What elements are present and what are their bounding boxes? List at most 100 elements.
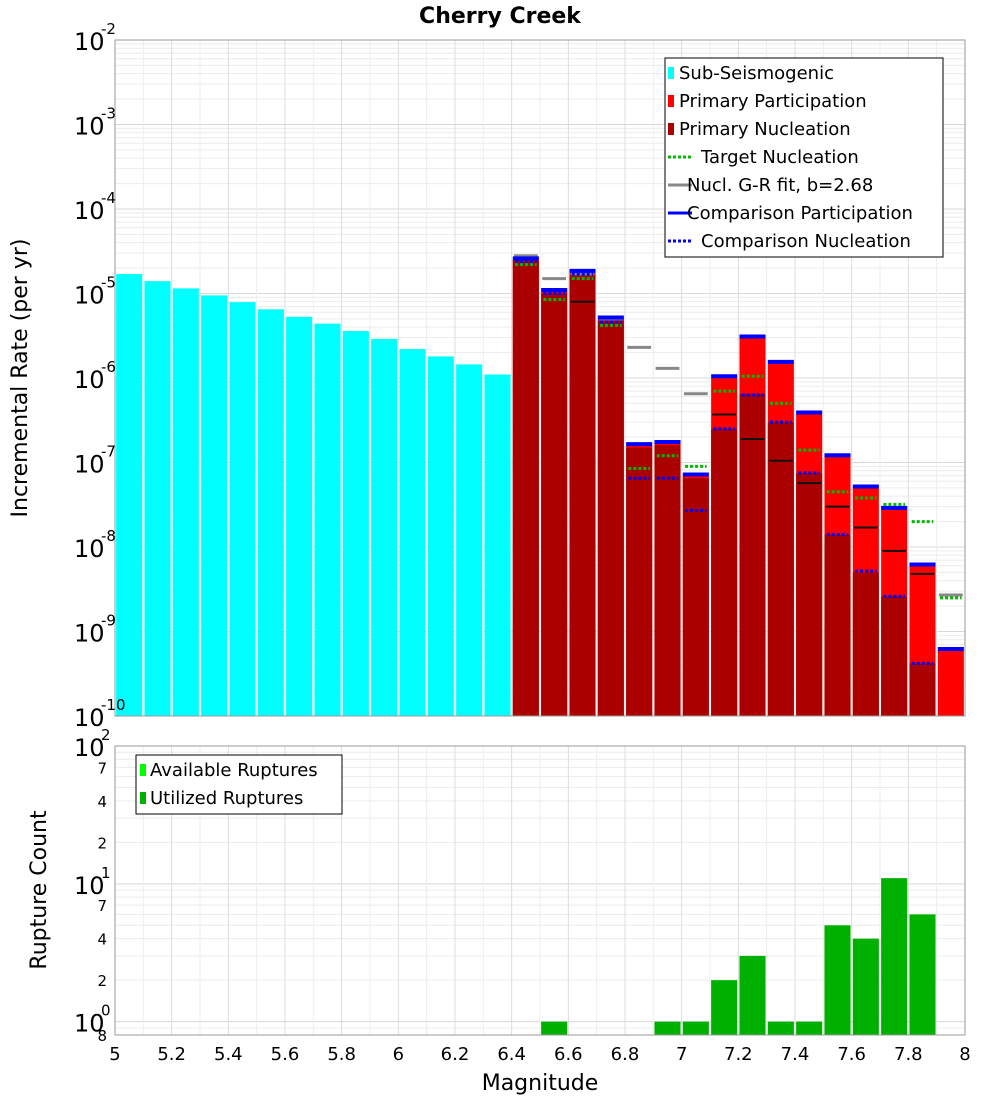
rate-legend: Sub-Seismogenic Primary Participation Prim… (664, 57, 944, 258)
y-tick-exponent: -5 (101, 274, 116, 292)
y-tick-base: 10 (74, 872, 105, 900)
x-tick-label: 8 (959, 1044, 970, 1065)
count-y-minor-tick: 2 (97, 972, 107, 990)
legend-label: Target Nucleation (700, 147, 859, 168)
primary-nucleation-bar (767, 422, 794, 716)
y-tick-base: 10 (74, 620, 105, 648)
primary-nucleation-bar (569, 274, 596, 716)
legend-swatch (140, 792, 146, 804)
legend-swatch (140, 764, 146, 776)
legend-label: Comparison Nucleation (701, 231, 911, 252)
utilized-ruptures-bar (852, 938, 879, 1035)
y-tick-exponent: 1 (101, 864, 111, 882)
rate-y-tick: 10-9 (74, 612, 116, 648)
sub-seismogenic-bar (342, 330, 369, 716)
y-tick-exponent: -8 (101, 527, 116, 545)
x-tick-label: 5.6 (271, 1044, 300, 1065)
y-tick-base: 10 (74, 282, 105, 310)
legend-label: Nucl. G-R fit, b=2.68 (687, 175, 873, 196)
rate-bars (116, 259, 964, 716)
count-y-minor-tick: 7 (97, 759, 107, 777)
sub-seismogenic-bar (144, 281, 171, 716)
count-y-minor-tick: 4 (97, 793, 107, 811)
primary-nucleation-bar (541, 293, 568, 716)
primary-nucleation-bar (796, 473, 823, 716)
x-tick-label: 7.8 (894, 1044, 923, 1065)
legend-entry: Target Nucleation (668, 147, 859, 168)
utilized-ruptures-bar (682, 1021, 709, 1035)
y-tick-exponent: -2 (101, 20, 116, 38)
sub-seismogenic-bar (314, 323, 341, 716)
sub-seismogenic-bar (286, 316, 313, 716)
primary-nucleation-bar (739, 393, 766, 716)
y-tick-exponent: 0 (101, 1002, 111, 1020)
count-y-minor-tick: 8 (97, 1027, 107, 1045)
utilized-ruptures-bar (796, 1021, 823, 1035)
y-tick-base: 10 (74, 1010, 105, 1038)
count-y-tick: 102 (74, 726, 111, 762)
rate-y-tick: 10-3 (74, 105, 116, 141)
count-plot-frame (114, 745, 966, 1036)
legend-entry: Available Ruptures (140, 760, 318, 781)
rate-y-tick: 10-10 (74, 696, 126, 732)
primary-nucleation-bar (682, 478, 709, 716)
legend-swatch (668, 95, 674, 107)
utilized-ruptures-bar (739, 955, 766, 1035)
primary-nucleation-bar (512, 259, 539, 716)
primary-nucleation-bar (626, 447, 653, 716)
y-tick-base: 10 (74, 704, 105, 732)
y-tick-exponent: 2 (101, 726, 111, 744)
sub-seismogenic-bar (229, 302, 256, 716)
rate-plot-frame (114, 39, 966, 717)
utilized-ruptures-bar (654, 1021, 681, 1035)
primary-nucleation-bar (909, 663, 936, 716)
rate-y-tick: 10-4 (74, 189, 116, 225)
legend-entry: Comparison Participation (668, 203, 913, 224)
legend-label: Comparison Participation (687, 203, 913, 224)
x-tick-label: 5 (109, 1044, 120, 1065)
sub-seismogenic-bar (116, 274, 143, 716)
legend-label: Utilized Ruptures (150, 788, 303, 809)
x-tick-label: 7.6 (837, 1044, 866, 1065)
count-bars (541, 878, 936, 1035)
x-tick-label: 5.4 (214, 1044, 243, 1065)
primary-participation-bar (937, 650, 964, 716)
count-y-minor-tick: 4 (97, 931, 107, 949)
y-tick-exponent: -3 (101, 105, 116, 123)
rate-y-tick: 10-7 (74, 443, 116, 479)
chart-title: Cherry Creek (419, 4, 582, 29)
y-tick-exponent: -6 (101, 358, 116, 376)
x-tick-label: 6.6 (554, 1044, 583, 1065)
legend-entry: Primary Nucleation (668, 119, 851, 140)
count-y-minor-tick: 7 (97, 897, 107, 915)
y-tick-base: 10 (74, 197, 105, 225)
utilized-ruptures-bar (909, 914, 936, 1035)
sub-seismogenic-bar (172, 288, 199, 716)
x-axis-label: Magnitude (482, 1071, 599, 1096)
sub-seismogenic-bar (484, 374, 511, 716)
count-legend-box (135, 754, 343, 815)
utilized-ruptures-bar (711, 980, 738, 1035)
primary-nucleation-bar (711, 428, 738, 716)
rate-legend-box (664, 57, 944, 258)
x-tick-label: 7 (676, 1044, 687, 1065)
rate-y-tick: 10-8 (74, 527, 116, 563)
legend-entry: Utilized Ruptures (140, 788, 303, 809)
x-tick-label: 7.2 (724, 1044, 753, 1065)
legend-label: Primary Participation (679, 91, 867, 112)
legend-label: Primary Nucleation (679, 119, 851, 140)
primary-nucleation-bar (597, 320, 624, 716)
sub-seismogenic-bar (257, 309, 284, 716)
y-tick-base: 10 (74, 734, 105, 762)
legend-label: Sub-Seismogenic (679, 63, 834, 84)
sub-seismogenic-bar (427, 356, 454, 716)
y-tick-base: 10 (74, 113, 105, 141)
utilized-ruptures-bar (824, 925, 851, 1035)
primary-nucleation-bar (852, 572, 879, 716)
x-tick-label: 5.2 (157, 1044, 186, 1065)
x-tick-label: 5.8 (327, 1044, 356, 1065)
